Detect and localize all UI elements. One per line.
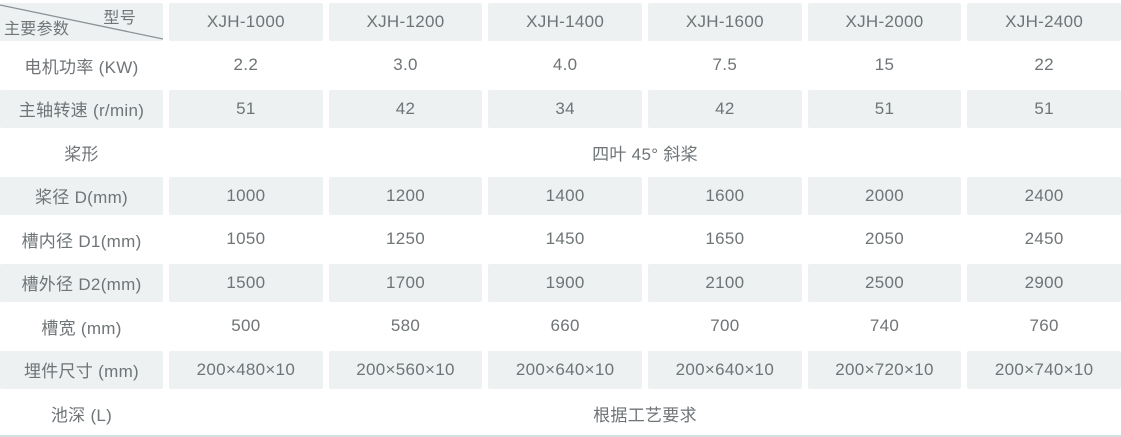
table-row: 埋件尺寸 (mm) 200×480×10 200×560×10 200×640×…	[0, 348, 1121, 392]
corner-bottom-label: 主要参数	[4, 20, 70, 38]
value-cell: 1500	[169, 264, 323, 302]
row-label: 桨径 D(mm)	[0, 177, 163, 215]
value-cell: 1050	[226, 229, 266, 249]
column-header: XJH-1000	[169, 3, 323, 41]
table-row: 主轴转速 (r/min) 51 42 34 42 51 51	[0, 87, 1121, 131]
value-cell: 1600	[648, 177, 802, 215]
column-header: XJH-2000	[807, 3, 962, 41]
row-label: 槽宽 (mm)	[41, 318, 122, 338]
value-cell: 3.0	[393, 55, 418, 75]
value-cell: 700	[710, 316, 740, 336]
span-value-cell: 根据工艺要求	[593, 405, 697, 425]
value-cell: 2500	[807, 264, 962, 302]
value-cell: 740	[869, 316, 900, 336]
value-cell: 1650	[705, 229, 745, 249]
value-cell: 200×480×10	[169, 351, 323, 389]
value-cell: 2000	[807, 177, 962, 215]
column-header: XJH-1200	[328, 3, 483, 41]
row-label: 池深 (L)	[50, 405, 113, 425]
value-cell: 51	[807, 90, 962, 128]
value-cell: 34	[488, 90, 642, 128]
value-cell: 22	[1034, 55, 1054, 75]
column-header: XJH-1600	[648, 3, 802, 41]
corner-top-label: 型号	[103, 10, 136, 27]
value-cell: 42	[648, 90, 802, 128]
row-label: 电机功率 (KW)	[24, 57, 139, 77]
value-cell: 2100	[648, 264, 802, 302]
value-cell: 51	[967, 90, 1121, 128]
value-cell: 200×720×10	[807, 351, 962, 389]
table-row: 电机功率 (KW) 2.2 3.0 4.0 7.5 15 22	[0, 44, 1121, 88]
table-row: 槽外径 D2(mm) 1500 1700 1900 2100 2500 2900	[0, 261, 1121, 305]
table-row: 桨形 四叶 45° 斜桨	[0, 131, 1121, 175]
value-cell: 51	[169, 90, 323, 128]
value-cell: 7.5	[712, 55, 738, 75]
value-cell: 1000	[169, 177, 323, 215]
value-cell: 2400	[967, 177, 1121, 215]
span-value-cell: 四叶 45° 斜桨	[592, 144, 698, 164]
table-row: 槽内径 D1(mm) 1050 1250 1450 1650 2050 2450	[0, 218, 1121, 262]
row-label: 槽外径 D2(mm)	[0, 264, 163, 302]
row-label: 桨形	[64, 144, 99, 164]
value-cell: 4.0	[552, 55, 578, 75]
value-cell: 2.2	[233, 55, 259, 75]
column-header: XJH-2400	[967, 3, 1121, 41]
value-cell: 1700	[328, 264, 483, 302]
value-cell: 2450	[1024, 229, 1064, 249]
table-row: 槽宽 (mm) 500 580 660 700 740 760	[0, 305, 1121, 349]
value-cell: 200×640×10	[648, 351, 802, 389]
row-label: 槽内径 D1(mm)	[21, 231, 142, 251]
corner-cell: 型号 主要参数	[0, 3, 163, 41]
row-label: 埋件尺寸 (mm)	[0, 351, 163, 389]
value-cell: 500	[231, 316, 261, 336]
table-row: 桨径 D(mm) 1000 1200 1400 1600 2000 2400	[0, 174, 1121, 218]
diagonal-divider-icon	[0, 4, 163, 40]
value-cell: 760	[1029, 316, 1059, 336]
table-header-row: 型号 主要参数 XJH-1000 XJH-1200 XJH-1400 XJH-1…	[0, 0, 1121, 44]
column-header: XJH-1400	[488, 3, 642, 41]
table-row: 池深 (L) 根据工艺要求	[0, 392, 1121, 436]
value-cell: 2900	[967, 264, 1121, 302]
row-label: 主轴转速 (r/min)	[0, 90, 163, 128]
value-cell: 200×640×10	[488, 351, 642, 389]
value-cell: 15	[874, 55, 895, 75]
value-cell: 2050	[864, 229, 904, 249]
value-cell: 580	[390, 316, 421, 336]
value-cell: 1250	[385, 229, 425, 249]
value-cell: 660	[550, 316, 580, 336]
value-cell: 1450	[545, 229, 585, 249]
value-cell: 1400	[488, 177, 642, 215]
value-cell: 42	[328, 90, 483, 128]
value-cell: 200×740×10	[967, 351, 1121, 389]
value-cell: 1200	[328, 177, 483, 215]
value-cell: 1900	[488, 264, 642, 302]
value-cell: 200×560×10	[328, 351, 483, 389]
